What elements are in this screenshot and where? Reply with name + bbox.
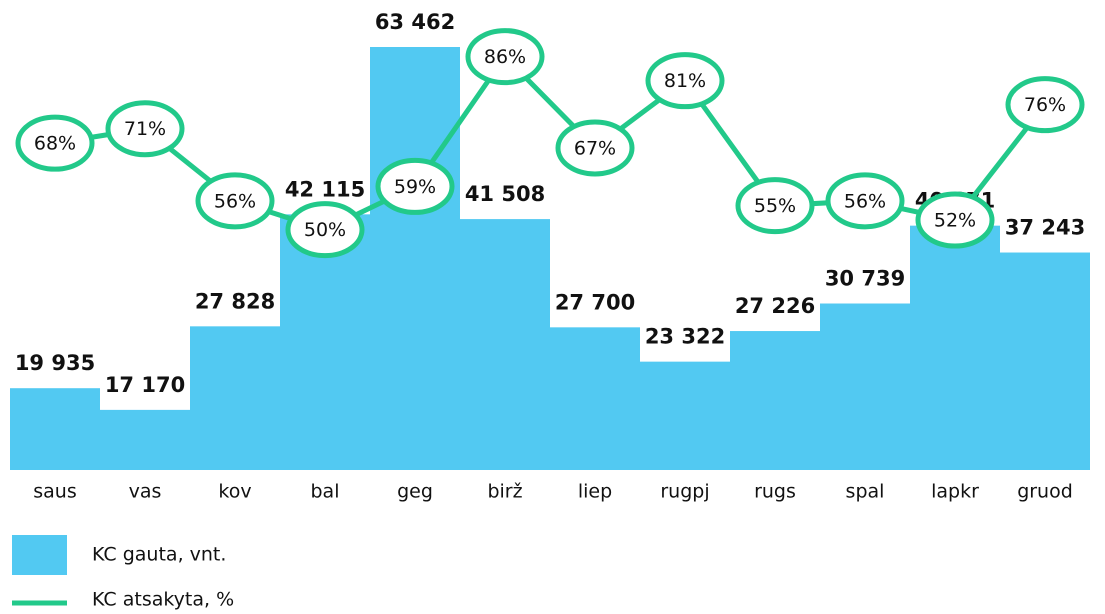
bar: [640, 361, 730, 470]
point-value-label: 56%: [844, 190, 886, 212]
bar: [460, 219, 550, 470]
legend-swatch: [12, 535, 67, 575]
x-tick-label: gruod: [1017, 481, 1073, 503]
point: [645, 52, 725, 110]
point: [105, 100, 185, 158]
point-value-label: 59%: [394, 176, 436, 198]
x-tick-label: birž: [487, 481, 522, 503]
x-tick-label: lapkr: [931, 481, 979, 503]
bar-value-label: 42 115: [285, 177, 365, 201]
bar-value-label: 19 935: [15, 351, 95, 375]
x-tick-label: vas: [129, 481, 162, 503]
point-value-label: 50%: [304, 219, 346, 241]
bar: [550, 327, 640, 470]
point-value-label: 71%: [124, 118, 166, 140]
point: [555, 119, 635, 177]
bar: [370, 47, 460, 470]
x-tick-label: liep: [578, 481, 612, 503]
point: [1005, 76, 1085, 134]
point: [375, 157, 455, 215]
bar-value-label: 27 226: [735, 294, 815, 318]
point: [195, 172, 275, 230]
point-value-label: 52%: [934, 210, 976, 232]
x-tick-label: geg: [397, 481, 433, 503]
point: [825, 172, 905, 230]
bar-value-label: 27 828: [195, 289, 275, 313]
bar: [100, 409, 190, 470]
bar-value-label: 63 462: [375, 10, 455, 34]
bar: [910, 225, 1000, 470]
bar: [1000, 252, 1090, 470]
bar-value-label: 37 243: [1005, 216, 1085, 240]
point-value-label: 55%: [754, 195, 796, 217]
point-value-label: 67%: [574, 137, 616, 159]
bar-value-label: 30 739: [825, 267, 905, 291]
point: [285, 201, 365, 259]
point: [735, 177, 815, 235]
bar-value-label: 17 170: [105, 373, 185, 397]
legend-label: KC gauta, vnt.: [92, 544, 226, 566]
point-value-label: 86%: [484, 46, 526, 68]
point-value-label: 76%: [1024, 94, 1066, 116]
point: [15, 114, 95, 172]
bar: [10, 388, 100, 470]
bar-value-label: 27 700: [555, 290, 635, 314]
point: [465, 28, 545, 86]
x-tick-label: rugpj: [660, 481, 709, 503]
x-tick-label: saus: [33, 481, 76, 503]
bar: [190, 326, 280, 470]
point: [915, 191, 995, 249]
point-value-label: 68%: [34, 133, 76, 155]
bar-value-label: 41 508: [465, 182, 545, 206]
x-tick-label: kov: [218, 481, 251, 503]
x-tick-label: bal: [311, 481, 340, 503]
bar: [820, 303, 910, 470]
legend-label: KC atsakyta, %: [92, 589, 234, 611]
bar-value-label: 23 322: [645, 325, 725, 349]
point-value-label: 81%: [664, 70, 706, 92]
x-tick-label: spal: [846, 481, 885, 503]
point-value-label: 56%: [214, 190, 256, 212]
x-tick-label: rugs: [754, 481, 796, 503]
bar: [730, 331, 820, 470]
